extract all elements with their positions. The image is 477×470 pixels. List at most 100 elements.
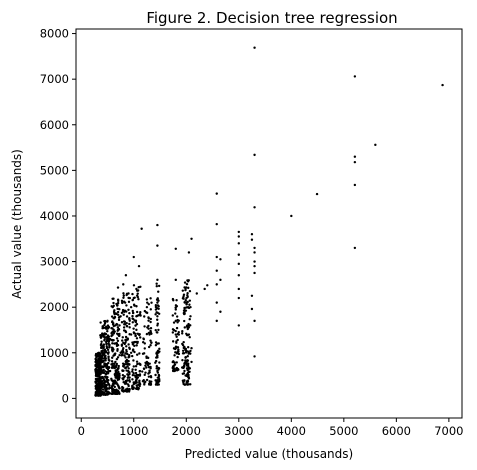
data-point-323 — [155, 285, 158, 288]
data-point-559 — [134, 368, 137, 371]
data-point-3 — [353, 155, 357, 158]
data-point-723 — [127, 296, 130, 300]
data-point-1116 — [106, 375, 109, 379]
data-point-188 — [186, 355, 189, 358]
x-tick-label-5: 5000 — [329, 424, 358, 438]
data-point-85 — [124, 274, 128, 277]
data-point-56 — [174, 319, 177, 323]
data-point-884 — [112, 324, 116, 328]
y-tick-label-1: 1000 — [40, 346, 69, 360]
data-point-729 — [124, 389, 127, 393]
data-point-515 — [138, 352, 141, 355]
data-point-224 — [186, 359, 189, 362]
data-point-571 — [135, 294, 139, 297]
data-point-597 — [124, 335, 128, 339]
data-point-72 — [156, 315, 159, 318]
data-point-1424 — [98, 354, 102, 357]
data-point-467 — [145, 311, 149, 315]
data-point-434 — [143, 325, 146, 328]
data-point-293 — [176, 321, 179, 324]
data-point-931 — [110, 338, 113, 342]
data-point-913 — [116, 298, 120, 301]
data-point-1187 — [100, 383, 104, 386]
data-point-239 — [181, 330, 184, 333]
data-point-24 — [237, 235, 241, 238]
data-point-312 — [172, 347, 176, 350]
data-point-287 — [171, 331, 175, 334]
data-point-1163 — [101, 327, 104, 330]
data-point-567 — [138, 333, 141, 336]
data-point-622 — [123, 354, 126, 357]
data-point-1185 — [104, 357, 108, 360]
data-point-1180 — [105, 345, 108, 348]
data-point-902 — [117, 364, 120, 368]
data-point-578 — [135, 337, 139, 340]
data-point-341 — [156, 322, 160, 325]
x-tick-label-4: 4000 — [277, 424, 306, 438]
data-point-1181 — [108, 343, 111, 347]
data-point-360 — [157, 307, 160, 310]
data-point-655 — [122, 381, 125, 384]
data-point-332 — [154, 344, 158, 347]
data-point-241 — [187, 286, 190, 290]
data-point-292 — [175, 299, 178, 302]
data-point-1168 — [104, 359, 107, 362]
data-point-1386 — [98, 361, 101, 364]
data-point-863 — [114, 376, 117, 379]
data-point-777 — [112, 304, 115, 308]
data-point-675 — [124, 366, 127, 370]
data-point-926 — [116, 301, 120, 305]
data-point-821 — [116, 332, 120, 336]
y-tick-label-3: 3000 — [40, 255, 69, 269]
data-point-708 — [122, 378, 125, 381]
x-tick-label-7: 7000 — [434, 424, 463, 438]
data-point-413 — [149, 320, 152, 324]
data-point-546 — [134, 319, 138, 322]
data-point-212 — [183, 346, 186, 349]
data-point-35 — [215, 269, 218, 272]
data-point-519 — [131, 311, 135, 315]
data-point-552 — [131, 314, 134, 318]
data-point-256 — [182, 382, 185, 386]
data-point-1072 — [100, 340, 103, 343]
data-point-600 — [121, 339, 124, 342]
data-point-1407 — [98, 380, 102, 383]
data-point-245 — [187, 370, 190, 374]
data-point-901 — [114, 371, 117, 375]
data-point-229 — [184, 361, 187, 364]
data-point-50 — [190, 360, 193, 364]
data-point-452 — [146, 301, 149, 304]
data-point-261 — [175, 335, 178, 338]
data-point-589 — [131, 309, 134, 313]
data-point-1433 — [95, 362, 98, 365]
data-point-1126 — [106, 368, 110, 371]
data-point-163 — [181, 332, 184, 335]
data-point-528 — [132, 359, 135, 362]
data-point-112 — [114, 360, 117, 364]
data-point-643 — [120, 299, 124, 303]
data-point-621 — [125, 348, 128, 352]
data-point-728 — [124, 381, 127, 384]
data-point-345 — [154, 305, 158, 309]
data-point-442 — [147, 316, 150, 320]
data-point-575 — [136, 386, 139, 389]
data-point-809 — [114, 352, 117, 355]
data-point-259 — [185, 380, 189, 383]
data-point-63 — [156, 223, 159, 227]
data-point-86 — [122, 283, 125, 286]
data-point-409 — [147, 319, 150, 322]
data-point-1135 — [108, 338, 111, 341]
data-point-692 — [122, 294, 126, 297]
data-point-925 — [112, 389, 115, 392]
data-point-5 — [353, 183, 357, 187]
data-point-569 — [139, 314, 142, 317]
data-point-1188 — [106, 330, 109, 333]
data-point-912 — [116, 392, 119, 395]
data-point-1189 — [104, 393, 107, 396]
data-point-175 — [182, 309, 186, 312]
x-tick-label-2: 2000 — [172, 424, 201, 438]
data-point-722 — [126, 338, 129, 341]
data-point-6 — [353, 246, 357, 250]
data-point-1133 — [102, 371, 106, 375]
data-point-894 — [111, 342, 114, 345]
